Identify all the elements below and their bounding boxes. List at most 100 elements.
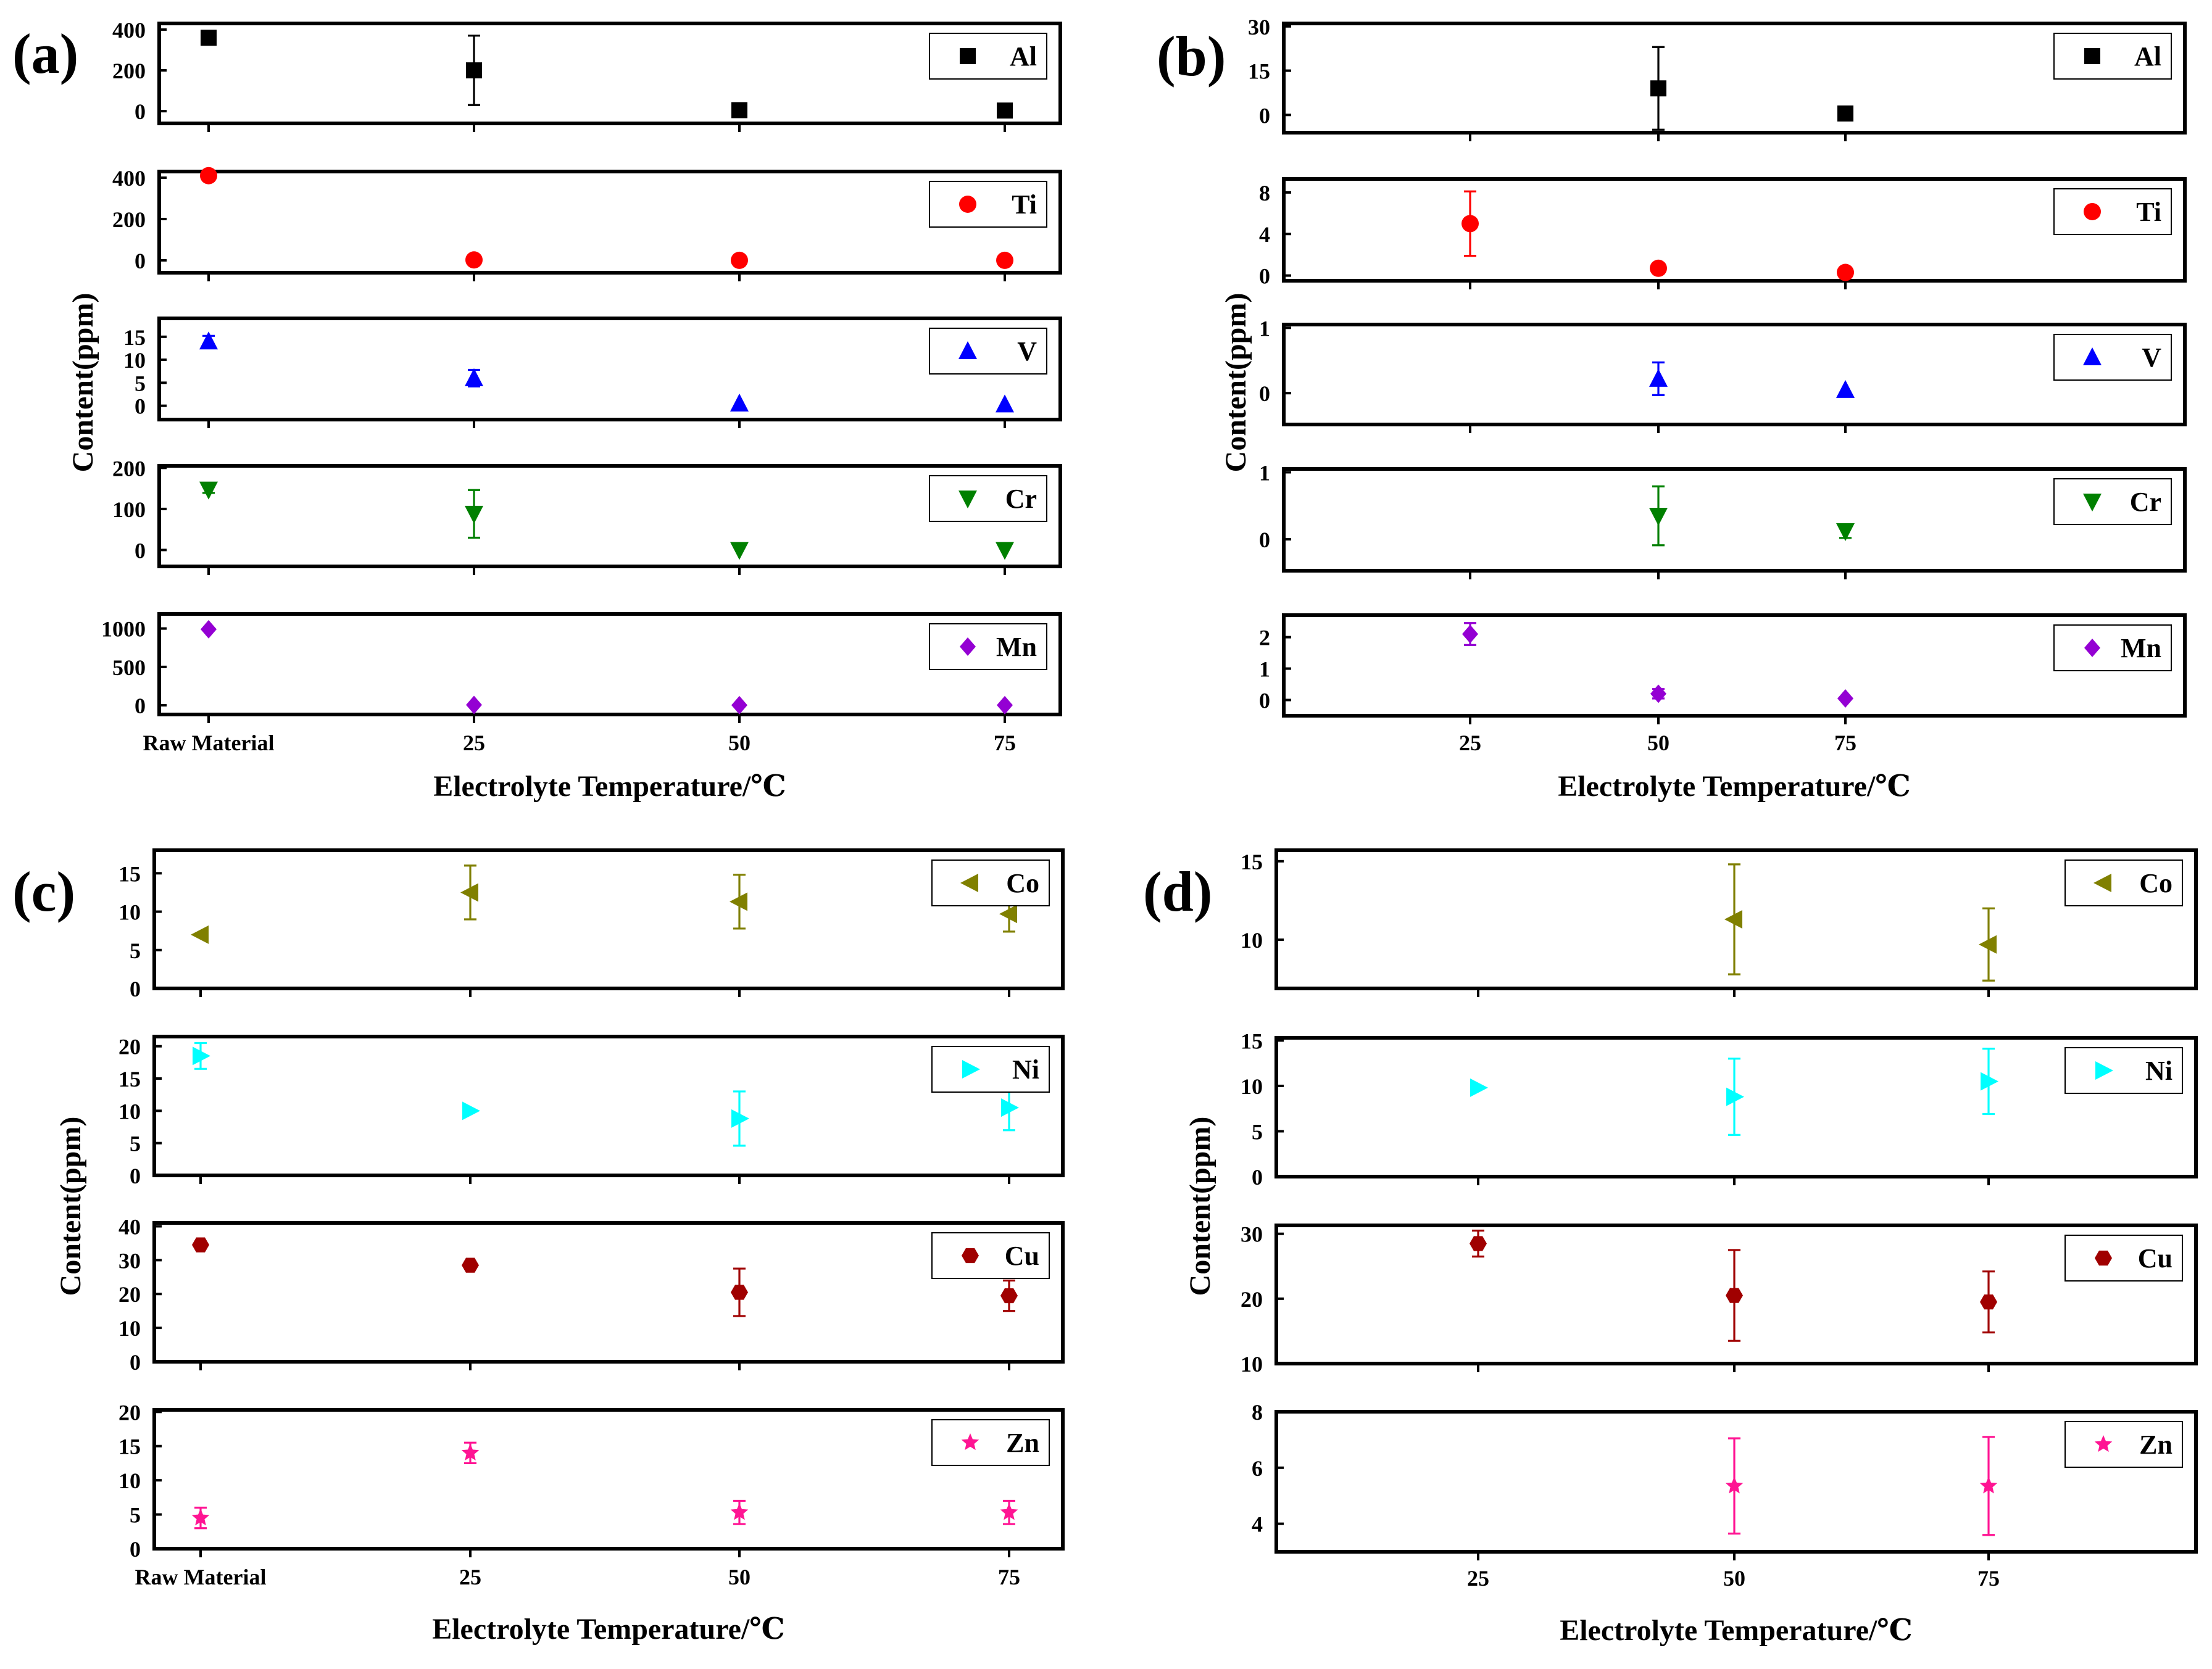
x-tick-label: 75	[998, 1565, 1020, 1589]
plot-frame	[1282, 177, 2187, 283]
legend-marker	[962, 1060, 980, 1079]
legend-box	[931, 859, 1050, 906]
data-point	[461, 1443, 480, 1460]
legend-marker	[962, 1248, 979, 1264]
data-point	[731, 251, 748, 269]
y-tick-label: 5	[1252, 1119, 1263, 1144]
legend-box	[2064, 859, 2183, 906]
legend-marker	[2084, 203, 2101, 220]
data-point	[1470, 1078, 1488, 1097]
legend-box	[2053, 33, 2172, 80]
data-point	[997, 102, 1013, 119]
data-point	[1726, 1087, 1744, 1106]
plot-frame	[152, 1408, 1065, 1551]
panel-label: (d)	[1143, 860, 1212, 923]
x-tick-label: 50	[1723, 1566, 1745, 1591]
y-tick-label: 200	[112, 456, 146, 481]
y-tick-label: 30	[1241, 1222, 1263, 1247]
legend-box	[929, 33, 1047, 80]
x-tick-label: 25	[463, 731, 485, 755]
data-point	[1462, 215, 1479, 233]
x-axis-title: Electrolyte Temperature/℃	[432, 1613, 785, 1646]
legend-label: Al	[2134, 41, 2161, 72]
y-axis-title: Content(ppm)	[1184, 1117, 1216, 1296]
plot-frame	[157, 317, 1062, 421]
data-point	[731, 102, 747, 118]
legend-box	[931, 1419, 1050, 1466]
legend-label: V	[2142, 342, 2161, 373]
y-tick-label: 30	[118, 1248, 141, 1273]
legend-label: Zn	[1006, 1428, 1039, 1458]
data-point	[1836, 523, 1855, 541]
y-tick-label: 5	[135, 371, 146, 396]
x-tick-label: 75	[1834, 731, 1856, 755]
data-point	[996, 394, 1014, 413]
data-point	[193, 1046, 210, 1066]
subplot-co: 15 10 Co	[1241, 848, 2198, 997]
subplot-mn: 2 1 0 Mn	[1259, 613, 2187, 724]
plot-frame	[152, 1221, 1065, 1364]
data-point	[462, 1101, 480, 1120]
data-point	[730, 1503, 749, 1520]
y-tick-label: 15	[118, 1435, 141, 1459]
data-point	[731, 1109, 749, 1128]
subplot-cu: 30 20 10 Cu	[1241, 1222, 2198, 1377]
legend-label: Cu	[1005, 1241, 1039, 1271]
y-tick-label: 4	[1259, 222, 1270, 247]
legend-label: Cr	[1005, 484, 1037, 514]
data-point	[1836, 379, 1855, 398]
x-tick-label: Raw Material	[135, 1565, 267, 1589]
subplot-zn: 20 15 10 5 0 Zn	[118, 1400, 1065, 1562]
data-point	[192, 1237, 209, 1253]
data-point	[1981, 1072, 1998, 1091]
y-tick-label: 5	[130, 1503, 141, 1528]
legend-marker	[960, 874, 978, 892]
y-tick-label: 500	[112, 655, 146, 680]
y-tick-label: 40	[118, 1214, 141, 1239]
y-tick-label: 0	[1259, 103, 1270, 128]
legend-box	[929, 623, 1047, 670]
data-point	[200, 167, 217, 184]
subplot-co: 15 10 5 0 Co	[118, 848, 1065, 1001]
data-point	[191, 1509, 210, 1526]
legend-marker	[2094, 1435, 2113, 1452]
legend-label: Ti	[2136, 197, 2161, 227]
legend-marker	[2083, 347, 2102, 365]
y-tick-label: 20	[118, 1282, 141, 1307]
legend-label: Ni	[2145, 1056, 2172, 1086]
data-point	[1650, 259, 1667, 277]
data-point	[1001, 1098, 1019, 1117]
legend-label: Mn	[996, 632, 1037, 662]
plot-frame	[152, 1035, 1065, 1177]
legend-box	[2053, 188, 2172, 235]
legend-marker	[958, 341, 977, 359]
data-point	[465, 251, 483, 269]
panel-label: (b)	[1157, 25, 1226, 88]
plot-frame	[157, 170, 1062, 275]
data-point	[1837, 689, 1853, 708]
legend-marker	[2095, 1250, 2112, 1266]
plot-frame	[152, 848, 1065, 990]
plot-frame	[1282, 613, 2187, 718]
y-tick-label: 400	[112, 18, 146, 43]
plot-frame	[1274, 1410, 2198, 1554]
legend-box	[929, 475, 1047, 522]
legend-box	[2064, 1235, 2183, 1282]
data-point	[1724, 910, 1742, 929]
data-point	[465, 505, 483, 524]
legend-marker	[960, 48, 976, 64]
legend-box	[2053, 478, 2172, 525]
y-tick-label: 10	[118, 900, 141, 925]
y-tick-label: 1000	[101, 617, 146, 642]
legend-box	[929, 328, 1047, 375]
data-point	[996, 251, 1013, 269]
data-point	[1650, 80, 1666, 97]
data-point	[1470, 1236, 1487, 1251]
data-point	[199, 331, 218, 350]
subplot-cr: 200 100 0 Cr	[112, 456, 1062, 575]
data-point	[1649, 507, 1668, 526]
y-tick-label: 10	[1241, 1074, 1263, 1099]
y-tick-label: 10	[118, 1099, 141, 1124]
data-point	[460, 883, 478, 902]
